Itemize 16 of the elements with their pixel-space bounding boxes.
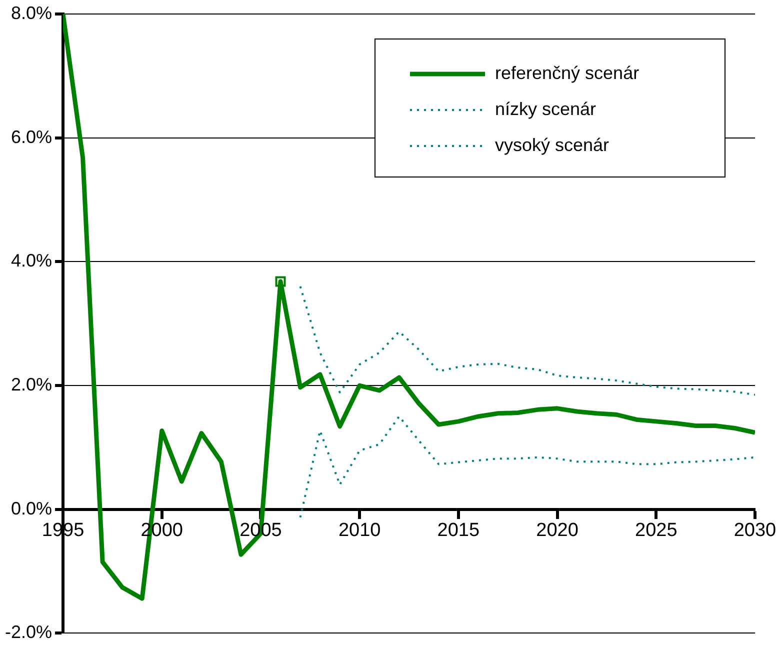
legend-label: vysoký scenár	[495, 134, 610, 155]
y-tick-label: 2.0%	[10, 374, 52, 394]
x-tick-label: 2010	[338, 520, 381, 542]
line-series	[299, 415, 755, 518]
x-tick-label: 2030	[734, 520, 776, 542]
legend-label: nízky scenár	[495, 98, 596, 119]
x-tick-label: 2020	[536, 520, 578, 542]
y-tick-label: 8.0%	[10, 2, 52, 23]
y-tick-label: -2.0%	[4, 622, 52, 642]
legend-label: referenčný scenár	[495, 62, 640, 83]
y-tick-label: 6.0%	[10, 126, 52, 147]
y-tick-label: 4.0%	[10, 250, 52, 271]
x-tick-label: 2025	[635, 520, 678, 542]
y-tick-label: 0.0%	[10, 498, 52, 518]
line-series	[299, 285, 755, 396]
x-tick-label: 2015	[437, 520, 480, 542]
